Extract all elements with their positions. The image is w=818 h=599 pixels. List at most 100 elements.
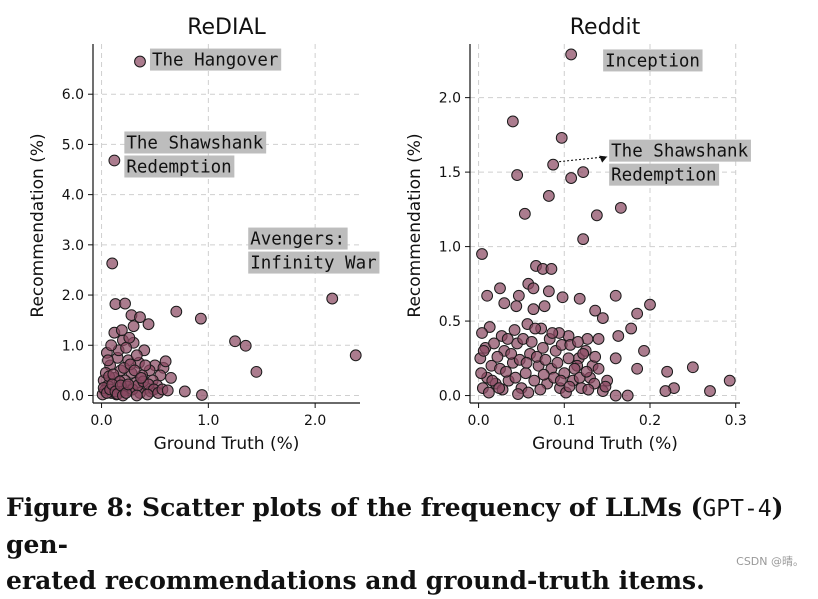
data-point — [580, 365, 593, 378]
annotation-arrow — [559, 156, 608, 163]
data-point — [542, 285, 555, 298]
data-point — [609, 352, 622, 365]
data-point — [511, 169, 524, 181]
x-tick-label: 0.1 — [553, 413, 575, 429]
data-point — [542, 190, 555, 202]
annotation-box — [603, 49, 703, 72]
y-tick-label: 1.5 — [439, 165, 461, 181]
caption-model: GPT-4 — [702, 496, 772, 522]
annotation-text: The Shawshank — [126, 133, 263, 153]
annotation: The Shawshank Redemption — [124, 131, 267, 178]
data-point — [102, 354, 114, 367]
data-point — [589, 304, 602, 317]
data-point — [482, 386, 495, 399]
y-tick-label: 0.0 — [62, 388, 84, 404]
annotation-text: Redemption — [611, 166, 716, 186]
data-point — [127, 320, 140, 333]
data-point — [512, 289, 525, 302]
data-point — [229, 335, 241, 348]
data-point — [609, 389, 622, 402]
chart-title: Reddit — [570, 15, 641, 40]
data-point — [161, 384, 174, 397]
y-tick-label: 0.0 — [439, 389, 461, 405]
data-point — [554, 374, 567, 387]
data-point — [534, 383, 547, 396]
data-point — [589, 350, 602, 363]
data-point — [686, 361, 699, 374]
data-point — [130, 349, 143, 362]
data-point — [528, 374, 541, 387]
data-point — [128, 364, 141, 377]
data-point — [122, 378, 135, 391]
y-tick-label: 2.0 — [62, 288, 84, 304]
data-point — [545, 263, 558, 275]
data-point — [631, 362, 644, 375]
data-point — [599, 380, 612, 393]
data-point — [108, 154, 121, 167]
data-point — [239, 339, 252, 352]
data-point — [539, 353, 552, 366]
data-point — [119, 297, 131, 310]
data-point — [520, 356, 533, 369]
x-axis-label: Ground Truth (%) — [532, 434, 678, 454]
data-point — [106, 257, 119, 270]
data-point — [134, 55, 146, 68]
y-tick-label: 0.5 — [439, 314, 461, 330]
data-point — [178, 385, 191, 398]
data-point — [494, 282, 506, 295]
annotation: Avengers: Infinity War — [248, 227, 380, 274]
data-point — [500, 365, 512, 378]
data-point — [621, 389, 634, 402]
data-point — [250, 365, 263, 378]
data-point — [527, 303, 540, 316]
annotation-text: Inception — [605, 51, 700, 71]
data-point — [551, 356, 564, 369]
data-point — [527, 282, 540, 295]
data-point — [582, 383, 595, 396]
x-tick-label: 0.2 — [639, 413, 661, 429]
data-point — [563, 380, 576, 393]
data-point — [196, 389, 208, 401]
data-point — [546, 327, 559, 339]
data-point — [130, 389, 143, 402]
data-point — [612, 330, 625, 342]
data-point — [536, 341, 549, 354]
data-point — [170, 305, 183, 318]
data-point — [538, 300, 551, 313]
data-point — [326, 292, 339, 305]
caption-suffix: ) gen- — [6, 493, 784, 559]
data-point — [529, 322, 542, 335]
chart-1: Reddit 0.0 0.1 0.2 0.3 0.0 0.5 1.0 1.5 2.0 Ground … — [405, 15, 751, 454]
data-point — [123, 331, 136, 344]
x-tick-label: 0.0 — [467, 413, 489, 429]
data-point — [537, 368, 550, 381]
data-point — [519, 367, 532, 380]
data-point — [562, 352, 575, 365]
data-point — [491, 350, 504, 363]
annotation-box — [124, 131, 267, 154]
data-point — [476, 327, 488, 339]
x-tick-label: 1.0 — [197, 413, 219, 429]
watermark: CSDN @晴。 — [736, 555, 804, 568]
data-point — [508, 324, 521, 336]
data-point — [481, 289, 494, 302]
data-point — [577, 233, 590, 246]
y-tick-label: 3.0 — [62, 238, 84, 254]
data-point — [135, 371, 147, 384]
data-point — [141, 388, 154, 401]
data-point — [547, 158, 560, 171]
data-point — [625, 322, 638, 335]
annotation-box — [149, 48, 282, 71]
data-point — [512, 388, 524, 400]
x-tick-label: 0.0 — [90, 413, 112, 429]
caption-line2: erated recommendations and ground-truth … — [6, 566, 705, 595]
data-point — [638, 344, 650, 357]
data-point — [659, 385, 672, 397]
data-point — [592, 333, 605, 345]
data-point — [577, 166, 590, 179]
data-point — [565, 172, 578, 184]
data-point — [486, 374, 499, 387]
data-point — [577, 347, 590, 360]
data-point — [134, 311, 146, 324]
annotation-box — [124, 155, 235, 178]
